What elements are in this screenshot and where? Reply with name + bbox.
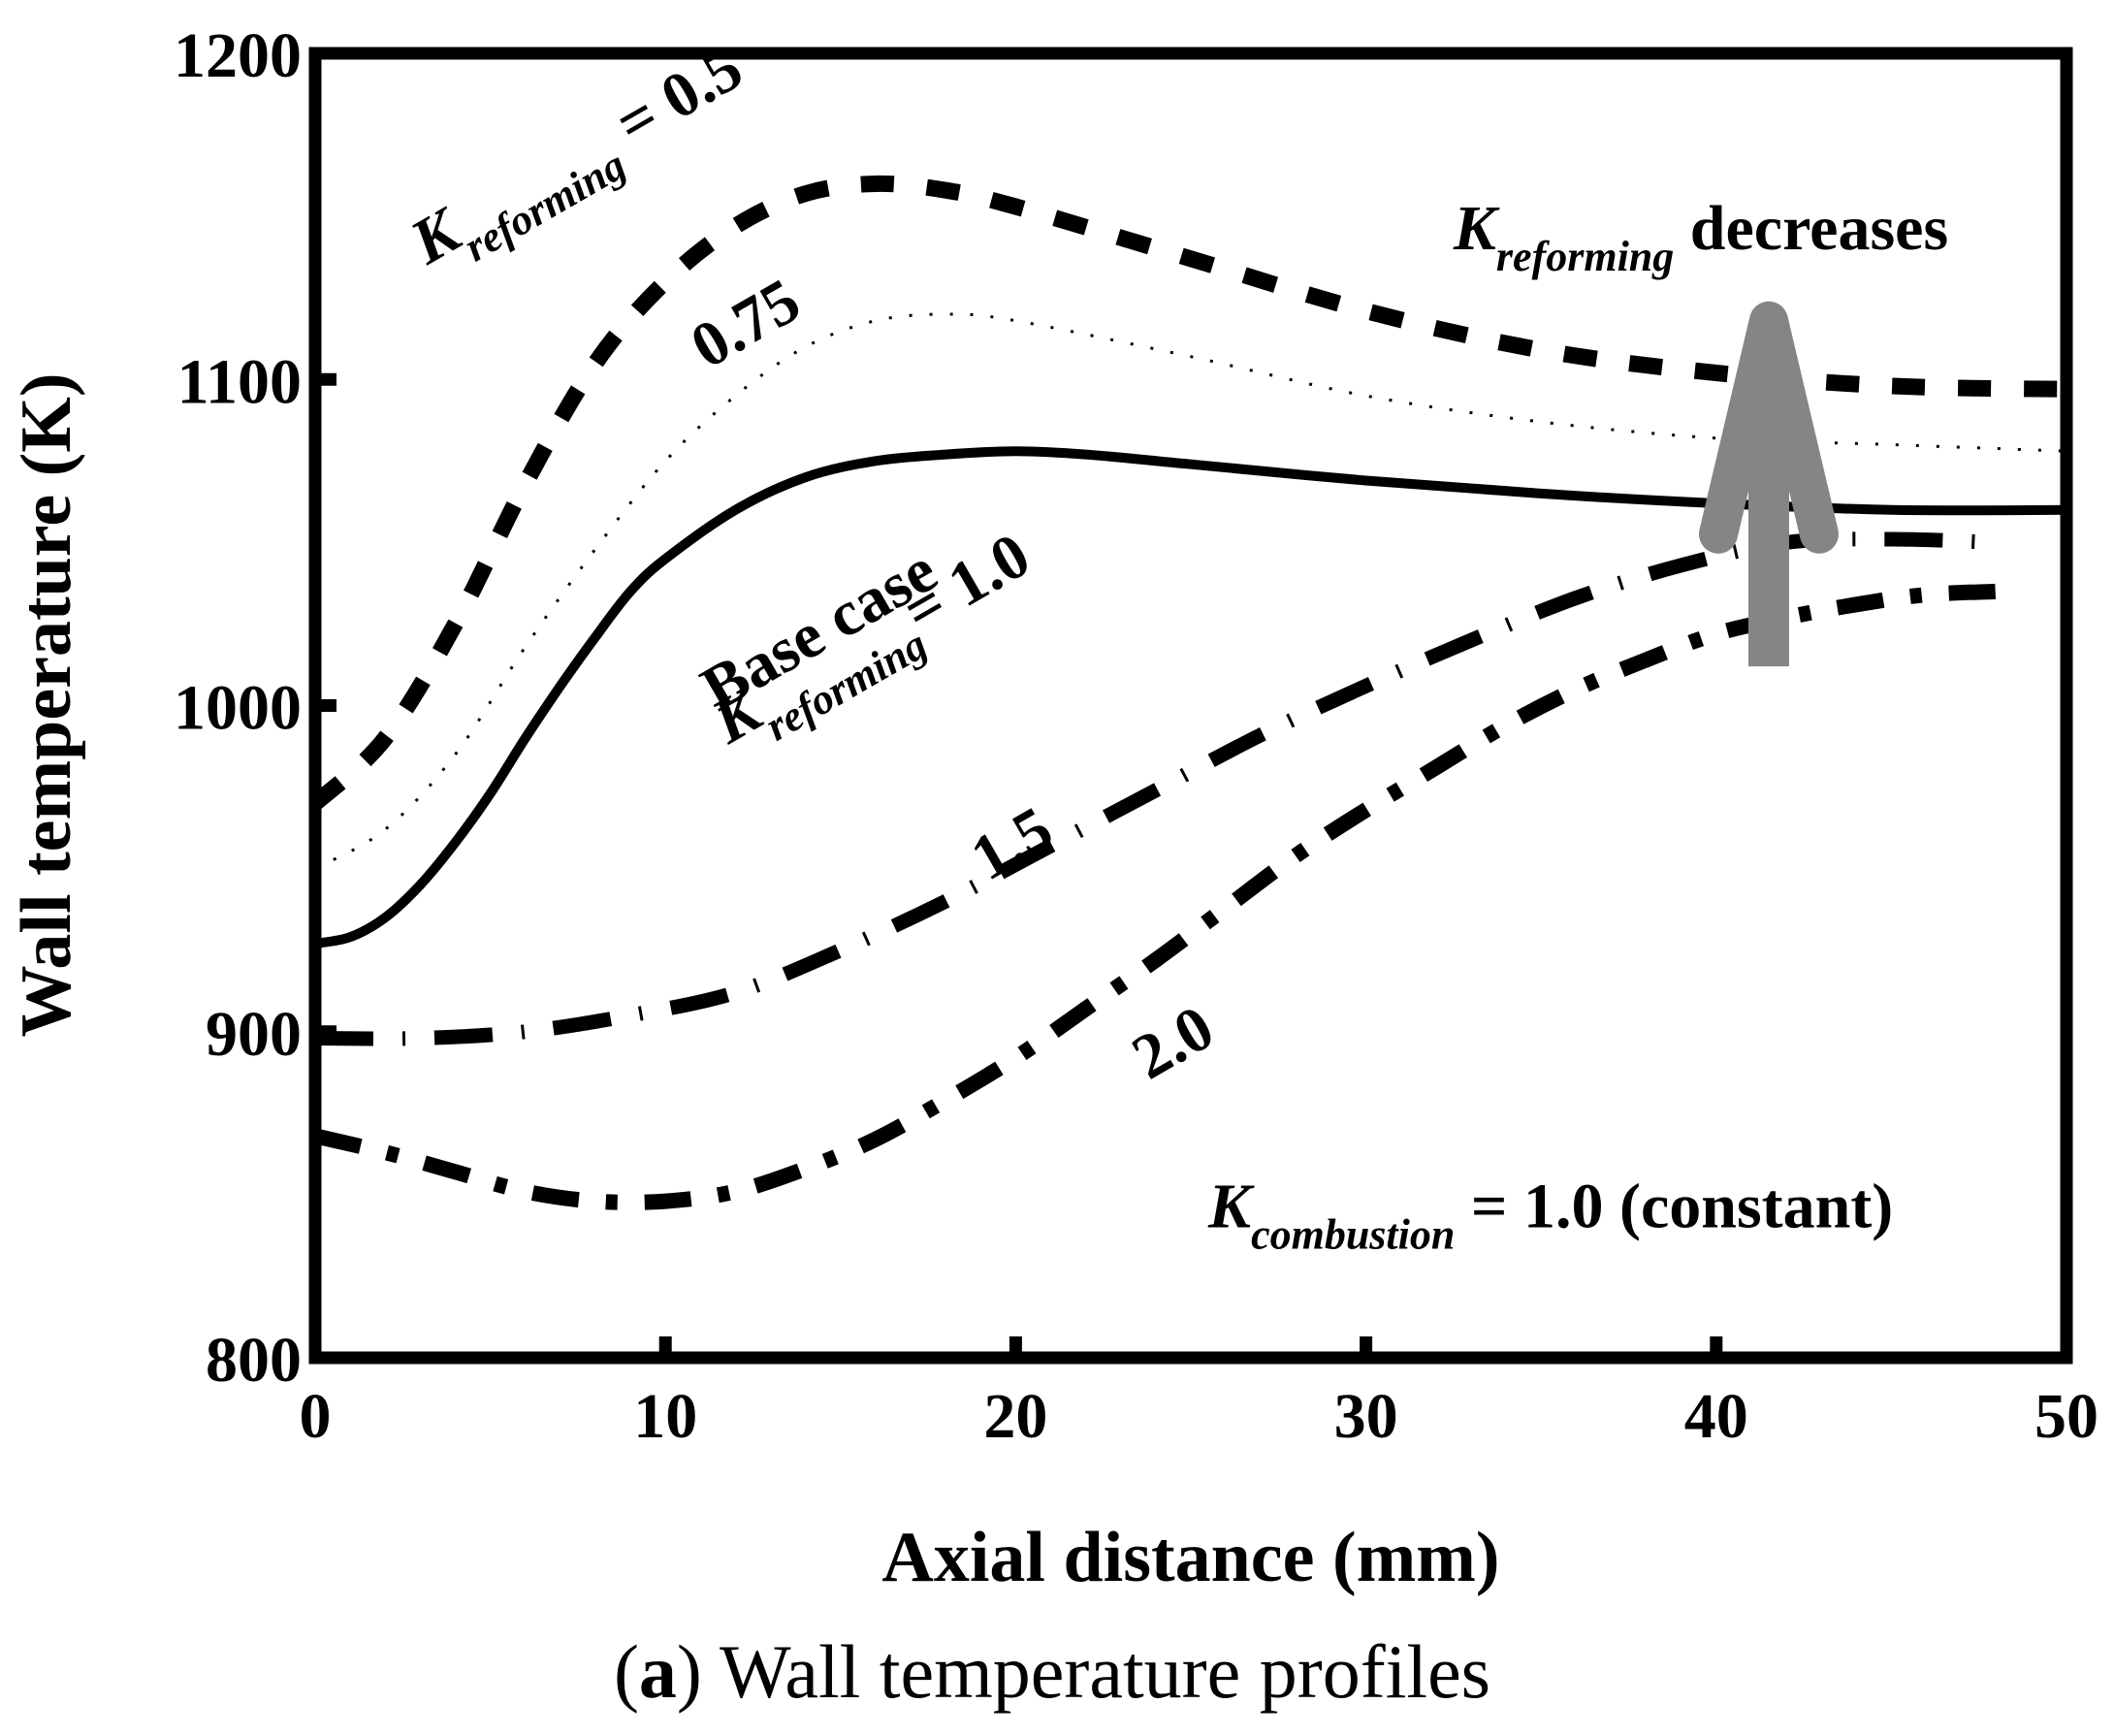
x-tick-label: 20 bbox=[983, 1381, 1047, 1452]
series-line-dash-dot bbox=[314, 531, 1998, 1046]
combustion-value: = 1.0 (constant) bbox=[1455, 1172, 1893, 1242]
figure-caption: (a) Wall temperature profiles bbox=[614, 1629, 1490, 1714]
series-line-dotted bbox=[314, 312, 2067, 870]
series-line-dashed bbox=[309, 175, 2067, 810]
series-line-dash-dot-dot bbox=[313, 583, 1998, 1210]
k-symbol: K bbox=[1453, 193, 1500, 264]
increase-arrow-layer bbox=[1698, 301, 1839, 667]
x-tick-label: 0 bbox=[300, 1381, 332, 1452]
y-tick-label: 1200 bbox=[174, 20, 302, 91]
k-subscript: reforming bbox=[1496, 233, 1674, 280]
label-k-reforming-decreases: Kreforming decreases bbox=[1453, 193, 1948, 280]
label-k-combustion-constant: Kcombustion = 1.0 (constant) bbox=[1207, 1172, 1893, 1259]
caption-letter: a bbox=[639, 1629, 677, 1714]
k-symbol: K bbox=[1207, 1172, 1255, 1242]
label-0.75: 0.75 bbox=[680, 265, 813, 382]
y-tick-label: 1000 bbox=[174, 673, 302, 744]
tick-labels: 0 10 20 30 40 50 800 900 1000 1100 1200 bbox=[174, 20, 2098, 1452]
series-layer bbox=[309, 175, 2067, 1210]
k-subscript: combustion bbox=[1251, 1211, 1455, 1259]
k-subscript: reforming bbox=[456, 141, 633, 271]
arrow-head bbox=[1698, 301, 1839, 554]
x-tick-label: 10 bbox=[633, 1381, 697, 1452]
label-2.0: 2.0 bbox=[1121, 992, 1226, 1093]
series-line-solid bbox=[314, 446, 2067, 948]
y-tick-label: 1100 bbox=[177, 346, 302, 417]
caption-text: Wall temperature profiles bbox=[702, 1629, 1490, 1714]
y-tick-label: 900 bbox=[206, 999, 302, 1070]
y-tick-label: 800 bbox=[206, 1325, 302, 1396]
label-1.5: 1.5 bbox=[960, 793, 1065, 894]
x-tick-label: 40 bbox=[1684, 1381, 1748, 1452]
x-tick-label: 30 bbox=[1334, 1381, 1398, 1452]
x-tick-label: 50 bbox=[2034, 1381, 2098, 1452]
x-axis-title: Axial distance (mm) bbox=[881, 1518, 1499, 1597]
decreases-word: decreases bbox=[1674, 193, 1948, 264]
y-axis-title: Wall temperature (K) bbox=[7, 372, 86, 1037]
